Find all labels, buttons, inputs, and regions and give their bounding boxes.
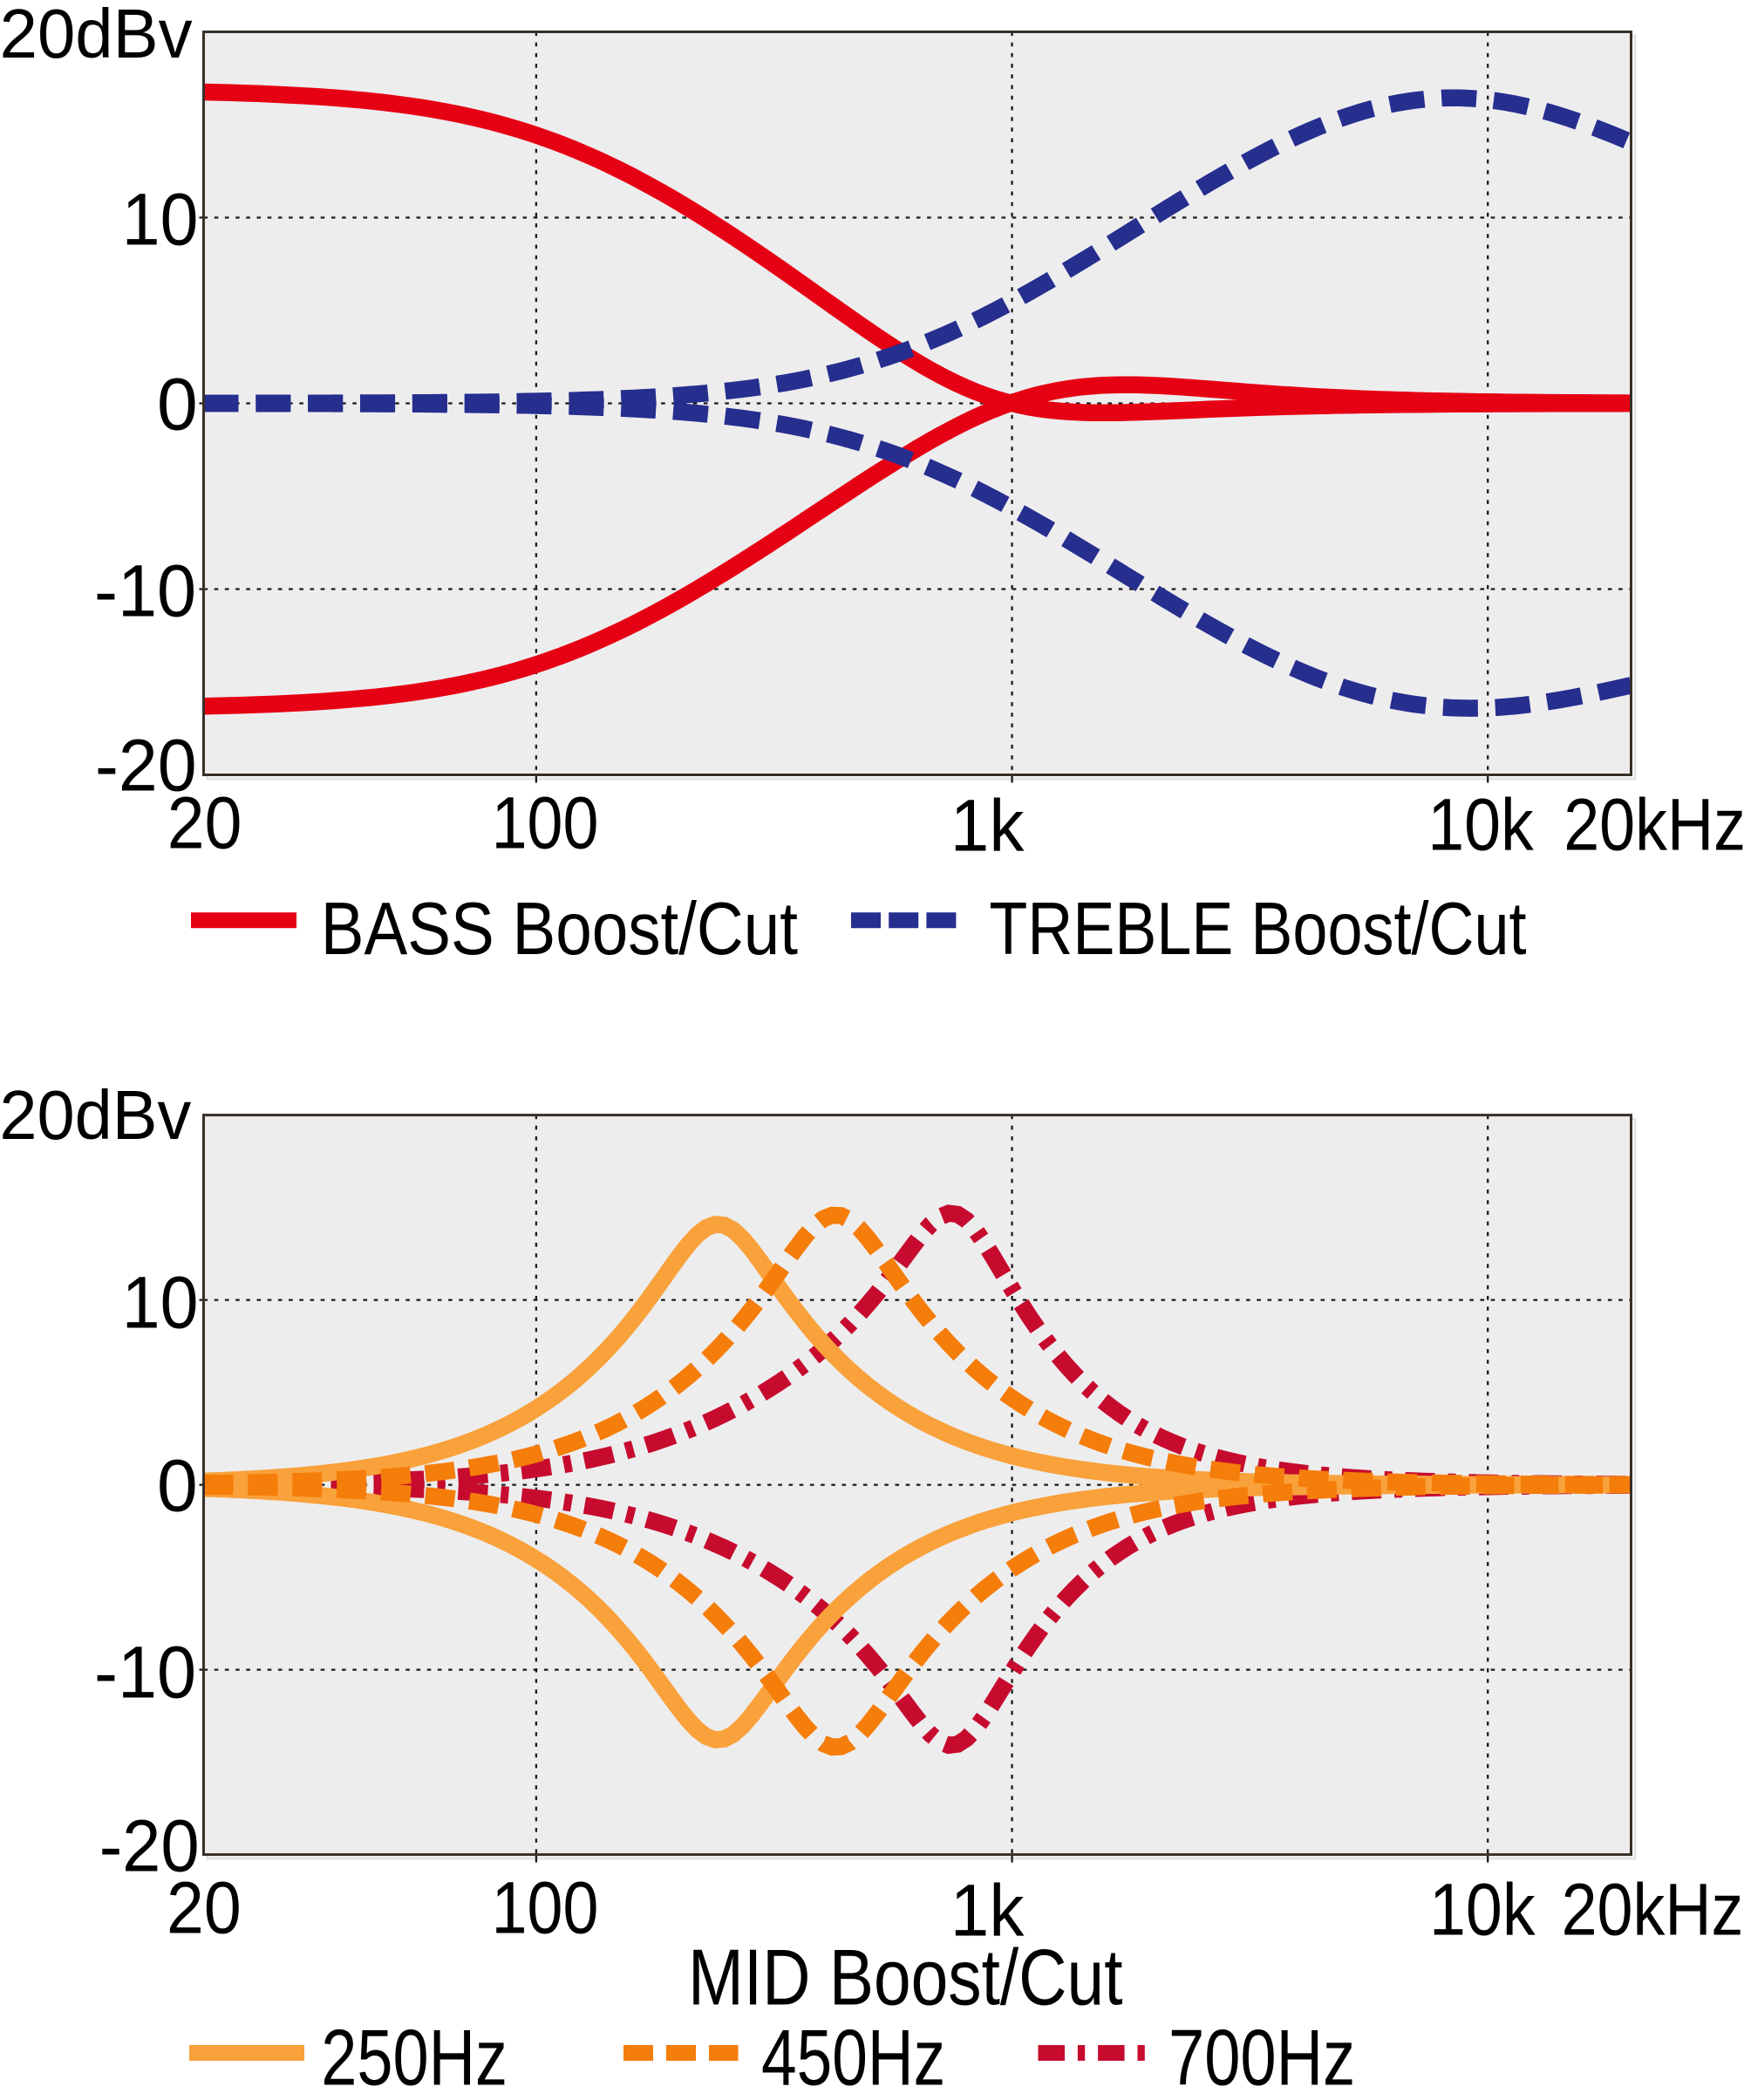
svg-text:-10: -10 <box>94 1631 196 1713</box>
svg-text:-20: -20 <box>95 725 197 807</box>
svg-text:-20: -20 <box>99 1804 200 1886</box>
svg-text:20dBv: 20dBv <box>0 0 193 72</box>
svg-text:10: 10 <box>122 179 199 261</box>
svg-text:450Hz: 450Hz <box>761 2014 945 2096</box>
svg-text:100: 100 <box>492 1867 599 1949</box>
svg-text:0: 0 <box>157 364 198 446</box>
svg-text:1k: 1k <box>950 1870 1025 1952</box>
svg-text:20: 20 <box>167 1867 242 1949</box>
svg-text:20kHz: 20kHz <box>1563 784 1744 866</box>
svg-text:100: 100 <box>492 782 599 864</box>
svg-text:10k: 10k <box>1429 1869 1536 1951</box>
svg-text:700Hz: 700Hz <box>1168 2014 1355 2096</box>
svg-text:20: 20 <box>167 782 242 864</box>
svg-text:20dBv: 20dBv <box>0 1076 191 1154</box>
svg-text:BASS Boost/Cut: BASS Boost/Cut <box>321 888 798 971</box>
svg-text:TREBLE Boost/Cut: TREBLE Boost/Cut <box>989 888 1526 971</box>
svg-text:0: 0 <box>157 1445 198 1527</box>
svg-text:20kHz: 20kHz <box>1562 1869 1744 1951</box>
svg-text:10k: 10k <box>1427 784 1534 866</box>
svg-text:250Hz: 250Hz <box>321 2014 508 2096</box>
svg-text:-10: -10 <box>94 549 196 631</box>
svg-text:MID Boost/Cut: MID Boost/Cut <box>688 1934 1123 2022</box>
svg-text:10: 10 <box>122 1261 199 1343</box>
svg-text:1k: 1k <box>950 785 1025 867</box>
